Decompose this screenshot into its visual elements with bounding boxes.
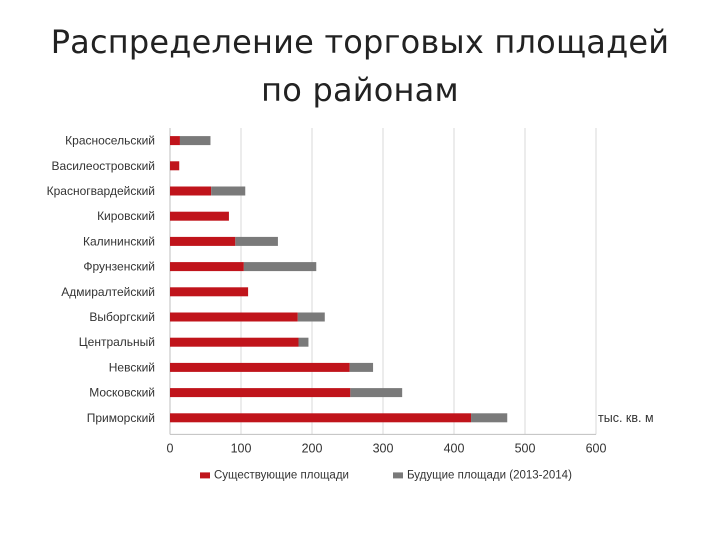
x-tick-label: 200 — [302, 441, 323, 455]
category-label: Кировский — [97, 209, 155, 223]
x-tick-label: 600 — [586, 441, 607, 455]
category-label: Василеостровский — [52, 159, 155, 173]
slide-title: Распределение торговых площадей по район… — [0, 18, 720, 114]
bar-future — [297, 312, 325, 322]
category-label: Адмиралтейский — [61, 285, 155, 299]
category-label: Калининский — [83, 234, 155, 248]
category-label: Красносельский — [65, 134, 155, 148]
legend-future-label: Будущие площади (2013-2014) — [407, 469, 572, 481]
bar-existing — [170, 136, 180, 146]
bar-existing — [170, 337, 299, 347]
slide-title-line-2: по районам — [261, 71, 459, 109]
legend-future-swatch — [393, 472, 403, 479]
bar-existing — [170, 312, 298, 322]
category-label: Фрунзенский — [83, 260, 155, 274]
bar-future — [471, 413, 508, 423]
bar-existing — [170, 413, 472, 423]
category-label: Красногвардейский — [47, 184, 155, 198]
bar-existing — [170, 186, 212, 196]
x-tick-label: 400 — [444, 441, 465, 455]
bar-future — [243, 262, 317, 272]
bar-existing — [170, 362, 350, 372]
bar-future — [350, 388, 403, 398]
x-tick-label: 500 — [515, 441, 536, 455]
category-label: Невский — [109, 360, 155, 374]
bar-future — [179, 136, 211, 146]
bar-existing — [170, 211, 229, 221]
bar-existing — [170, 262, 244, 272]
bar-future — [349, 362, 374, 372]
bar-existing — [170, 388, 351, 398]
category-label: Центральный — [79, 335, 155, 349]
x-tick-label: 300 — [373, 441, 394, 455]
bar-existing — [170, 161, 180, 171]
bar-existing — [170, 236, 236, 246]
slide-title-line-1: Распределение торговых площадей — [50, 23, 670, 61]
x-tick-label: 100 — [231, 441, 252, 455]
bar-future — [298, 337, 309, 347]
bar-future — [235, 236, 278, 246]
bar-future — [211, 186, 246, 196]
bar-chart: 0 100 200 300 400 500 600 тыс. кв. м Красносельс… — [47, 128, 654, 481]
category-label: Приморский — [87, 411, 155, 425]
x-tick-label: 0 — [167, 441, 174, 455]
bar-existing — [170, 287, 249, 297]
category-label: Московский — [89, 386, 155, 400]
category-label: Выборгский — [89, 310, 155, 324]
legend-existing-swatch — [200, 472, 210, 479]
x-unit-label: тыс. кв. м — [598, 411, 654, 425]
legend-existing-label: Существующие площади — [214, 469, 349, 481]
